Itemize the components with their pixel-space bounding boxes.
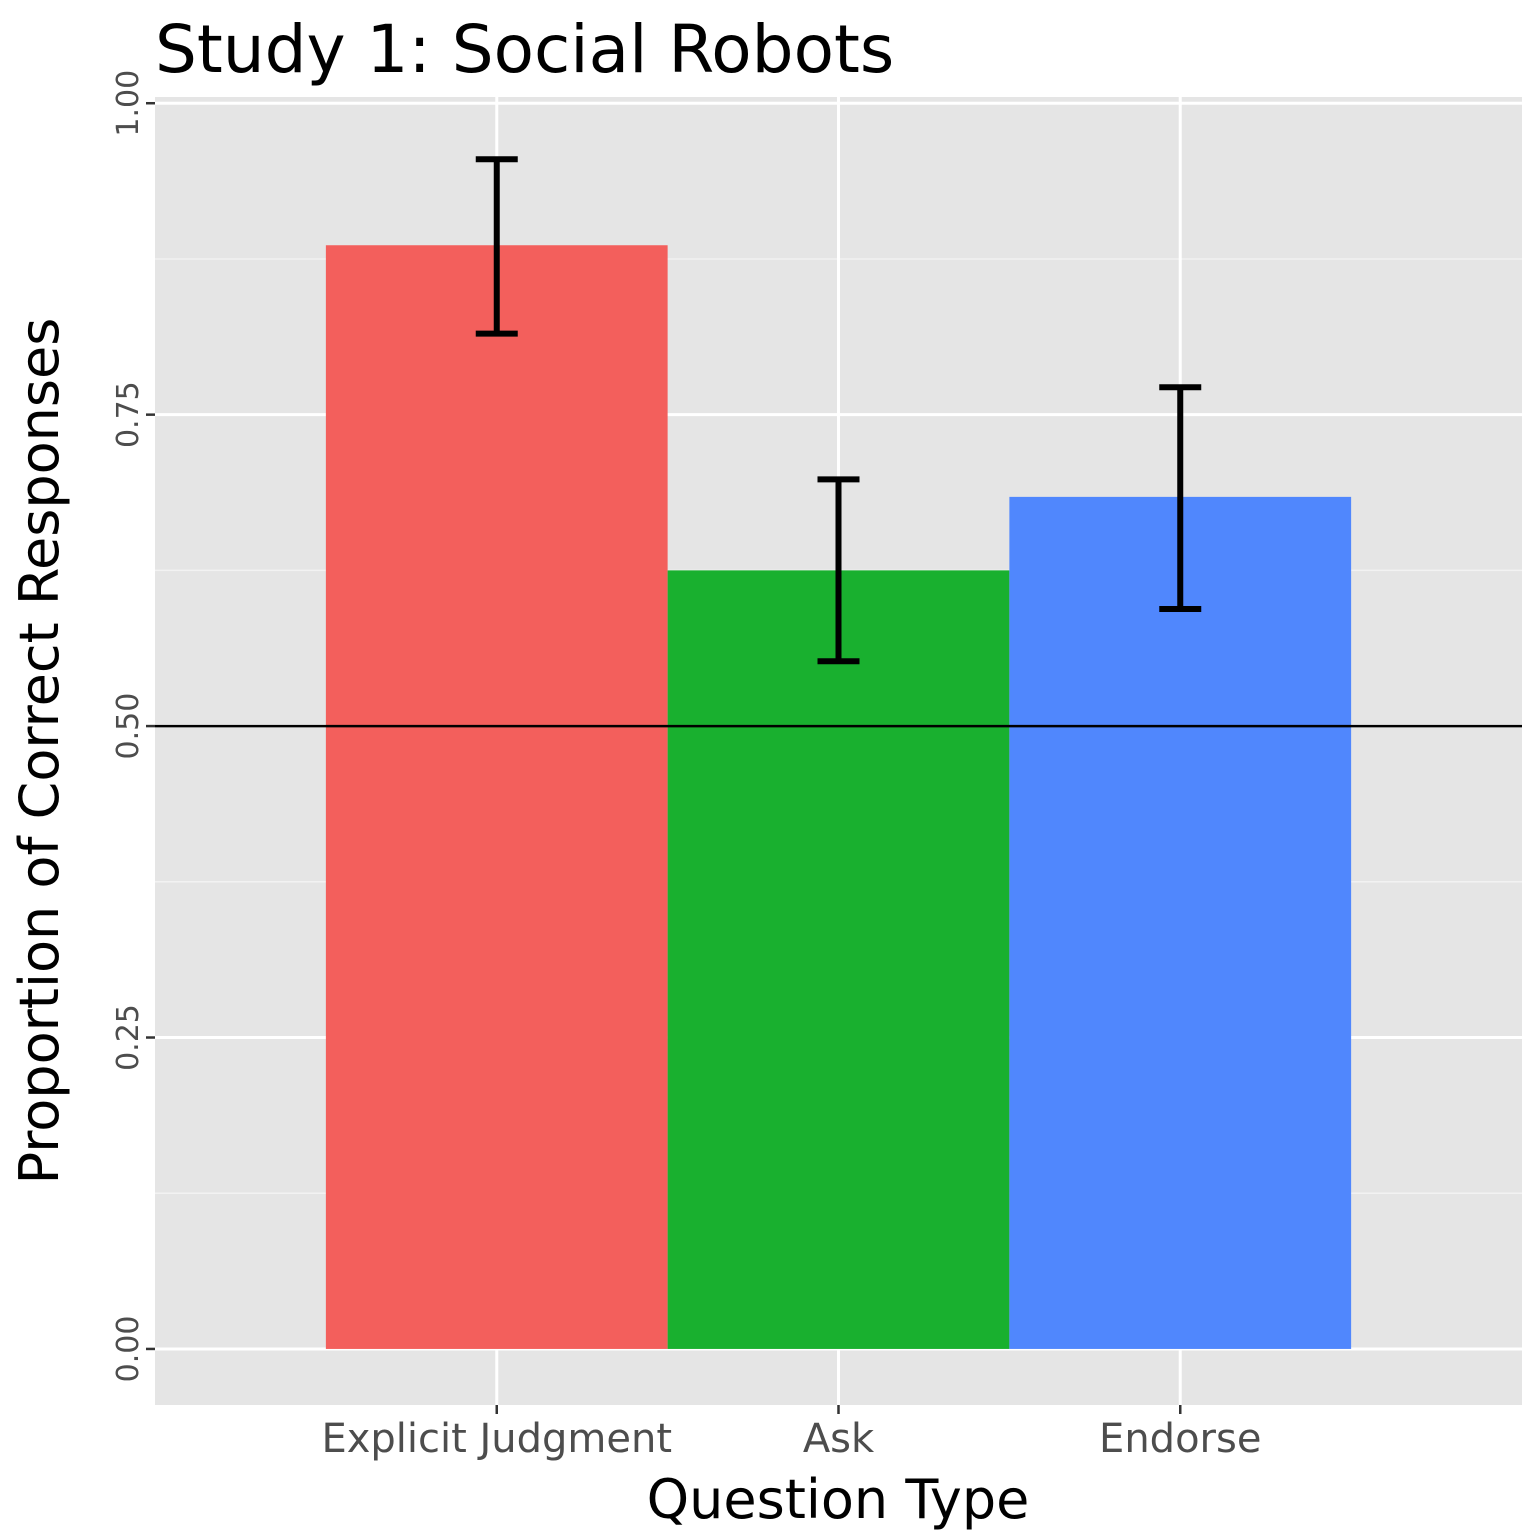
x-axis-ticks: Explicit Judgment Ask Endorse: [321, 1405, 1261, 1462]
y-tick-label: 0.00: [111, 1316, 146, 1383]
bars: [325, 245, 1352, 1349]
error-bars: [475, 156, 1202, 665]
chart-title: Study 1: Social Robots: [155, 11, 894, 88]
y-axis-title: Proportion of Correct Responses: [8, 318, 71, 1185]
error-bar: [817, 476, 860, 665]
x-tick-label: Endorse: [1099, 1416, 1261, 1462]
y-tick-label: 0.50: [111, 693, 146, 760]
y-tick-label: 1.00: [111, 70, 146, 137]
bar: [325, 245, 668, 1349]
bar: [667, 570, 1010, 1349]
error-bar: [475, 156, 518, 337]
y-tick-label: 0.75: [111, 381, 146, 448]
y-axis-ticks: 0.00 0.25 0.50 0.75 1.00: [111, 70, 155, 1383]
error-bar: [1159, 384, 1202, 612]
x-tick-label: Explicit Judgment: [321, 1416, 672, 1462]
x-axis-title: Question Type: [647, 1468, 1030, 1531]
y-tick-label: 0.25: [111, 1004, 146, 1071]
bar: [1009, 496, 1352, 1349]
x-tick-label: Ask: [803, 1416, 875, 1462]
